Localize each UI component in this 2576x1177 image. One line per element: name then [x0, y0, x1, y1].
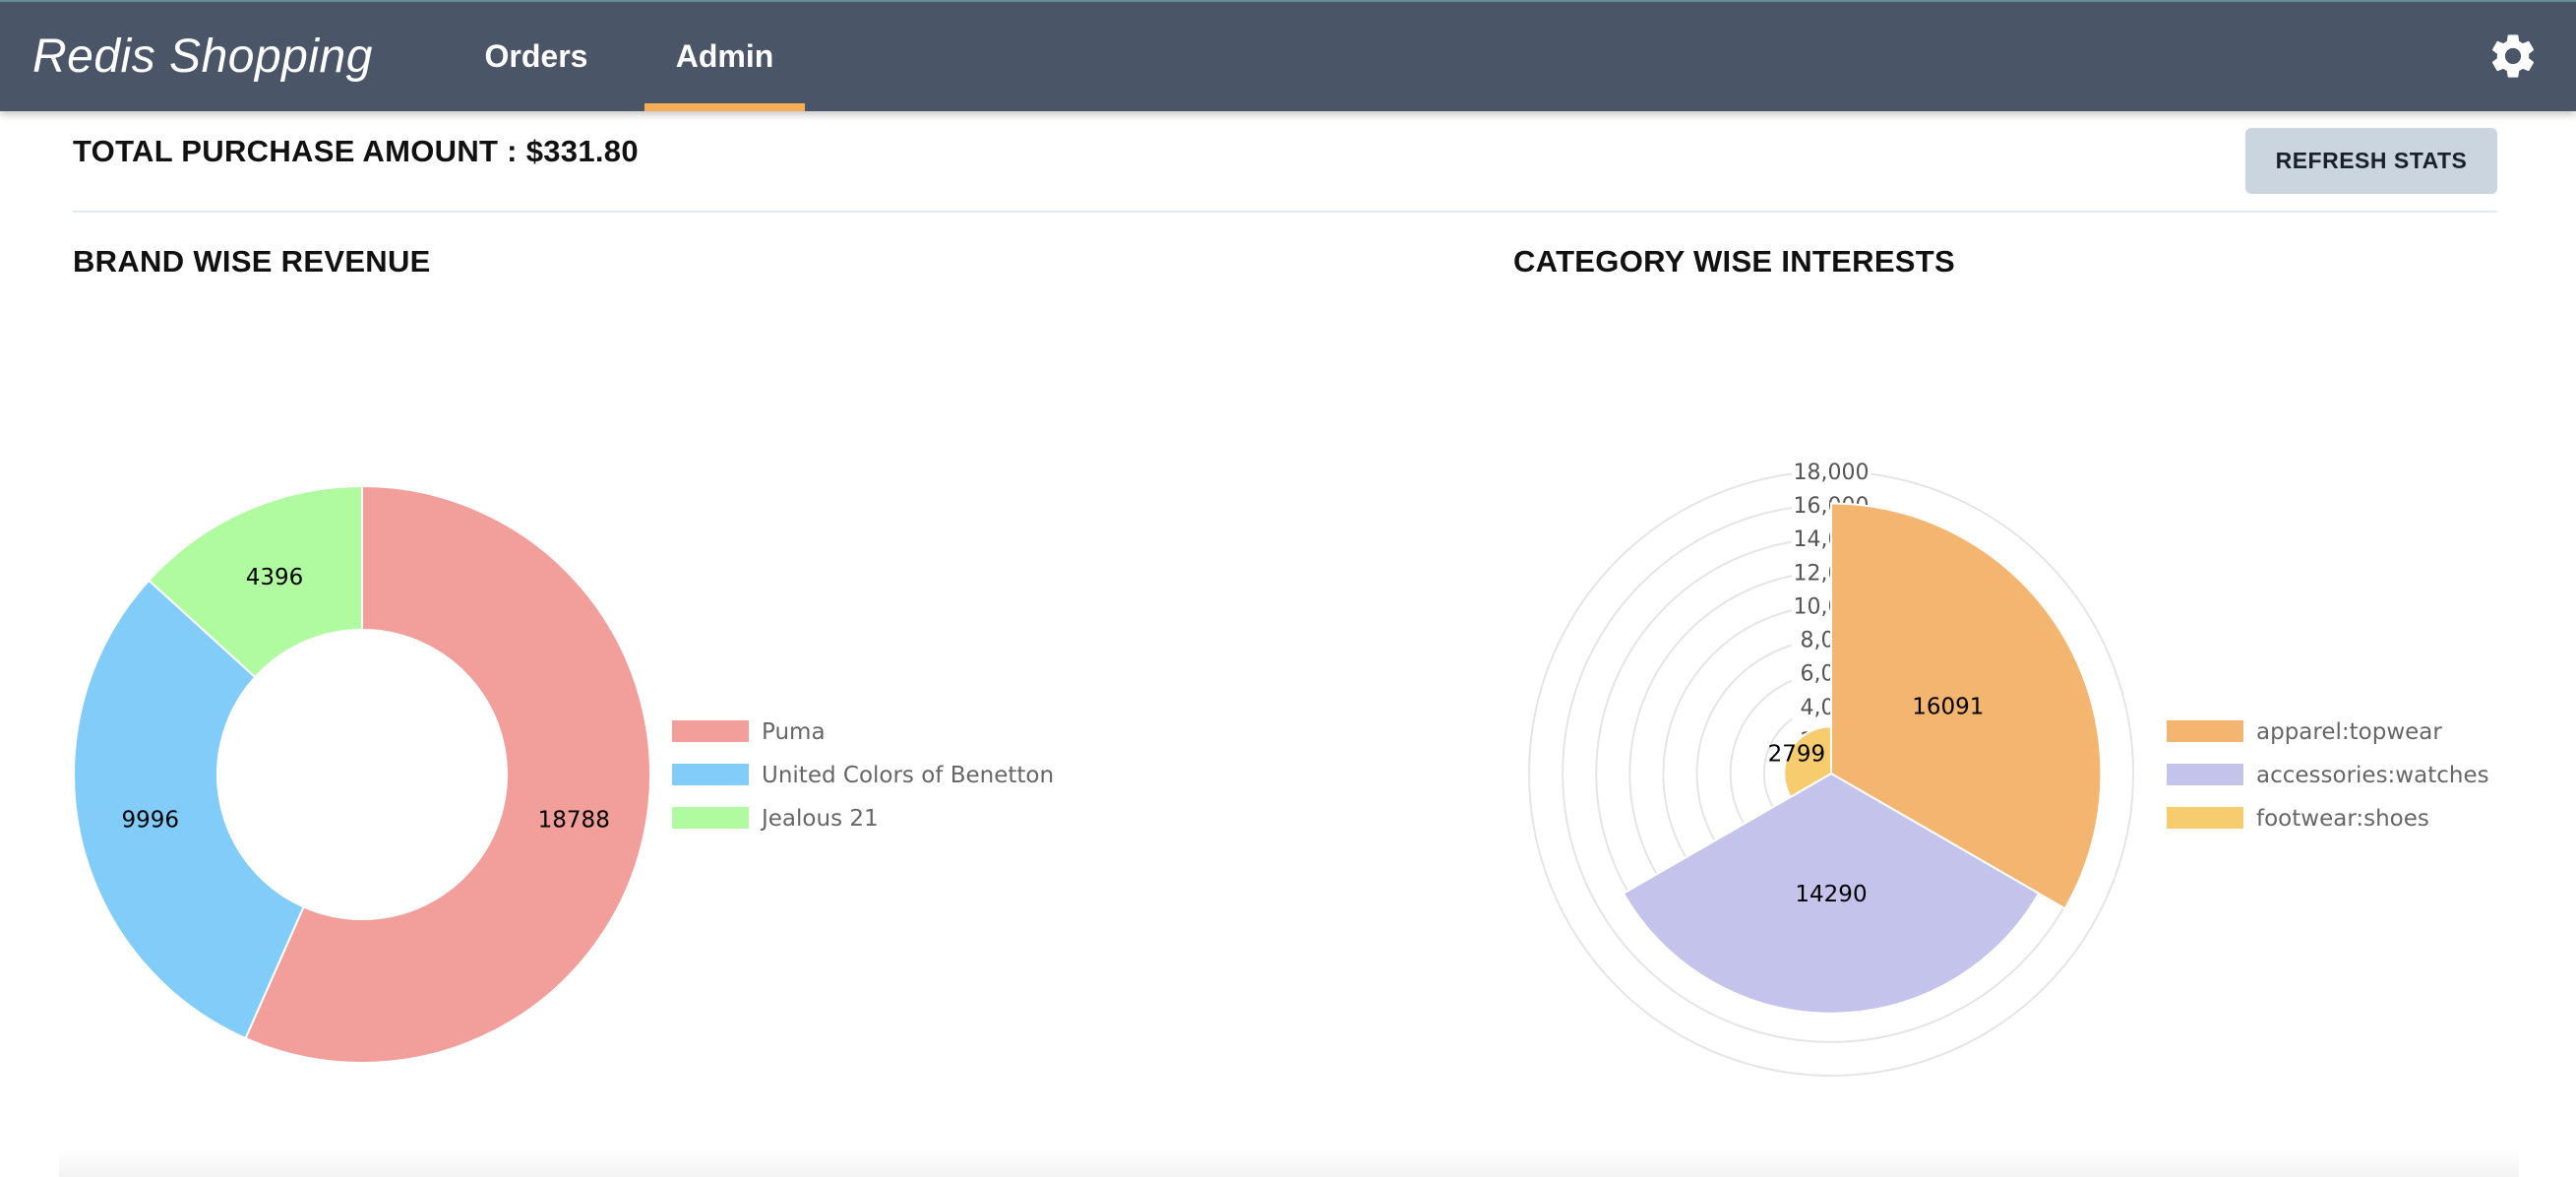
legend-swatch-apparel-topwear	[2167, 720, 2243, 742]
doughnut-value-label: 9996	[121, 807, 179, 833]
legend-item-apparel-topwear[interactable]: apparel:topwear	[2256, 719, 2442, 745]
doughnut-slice-puma[interactable]	[244, 484, 651, 1064]
doughnut-value-label: 18788	[538, 807, 610, 833]
legend-item-jealous-21[interactable]: Jealous 21	[760, 806, 879, 832]
legend-item-accessories-watches[interactable]: accessories:watches	[2256, 763, 2489, 788]
brand-revenue-title: BRAND WISE REVENUE	[73, 244, 431, 279]
legend-item-united-colors-of-benetton[interactable]: United Colors of Benetton	[762, 763, 1054, 788]
tab-admin[interactable]: Admin	[644, 2, 805, 111]
app-title[interactable]: Redis Shopping	[32, 31, 373, 83]
legend-item-footwear-shoes[interactable]: footwear:shoes	[2256, 806, 2429, 832]
polar-tick-backdrop	[1792, 459, 1871, 484]
polar-value-label: 2799	[1768, 742, 1826, 768]
polar-tick-label: 18,000	[1794, 461, 1870, 485]
tab-orders[interactable]: Orders	[458, 2, 615, 111]
polar-value-label: 14290	[1795, 882, 1867, 907]
legend-swatch-jealous-21	[672, 807, 749, 829]
category-interests-title: CATEGORY WISE INTERESTS	[1513, 244, 1955, 279]
polar-value-label: 16091	[1912, 694, 1984, 719]
doughnut-slice-jealous-21[interactable]	[147, 484, 363, 679]
refresh-stats-button[interactable]: REFRESH STATS	[2245, 128, 2497, 194]
polar-slice-overlay-footwear-shoes	[1783, 725, 1832, 799]
divider	[73, 211, 2497, 213]
polar-slice-overlay-accessories-watches	[1622, 772, 2041, 1015]
tab-orders-label: Orders	[484, 38, 588, 74]
legend-swatch-footwear-shoes	[2167, 807, 2243, 829]
legend-swatch-puma	[672, 720, 749, 742]
legend-swatch-united-colors-of-benetton	[672, 764, 749, 785]
legend-swatch-accessories-watches	[2167, 764, 2243, 785]
legend-item-puma[interactable]: Puma	[762, 719, 826, 745]
footer-shade	[59, 1149, 2519, 1177]
gear-icon[interactable]	[2486, 30, 2540, 83]
top-navbar: Redis Shopping Orders Admin	[0, 0, 2576, 111]
active-tab-indicator	[644, 103, 805, 111]
tab-admin-label: Admin	[675, 38, 774, 74]
doughnut-value-label: 4396	[246, 565, 304, 590]
total-purchase-amount: TOTAL PURCHASE AMOUNT : $331.80	[73, 134, 639, 168]
doughnut-slice-united-colors-of-benetton[interactable]	[73, 579, 305, 1040]
polar-slice-overlay-apparel-topwear	[1830, 502, 2103, 910]
